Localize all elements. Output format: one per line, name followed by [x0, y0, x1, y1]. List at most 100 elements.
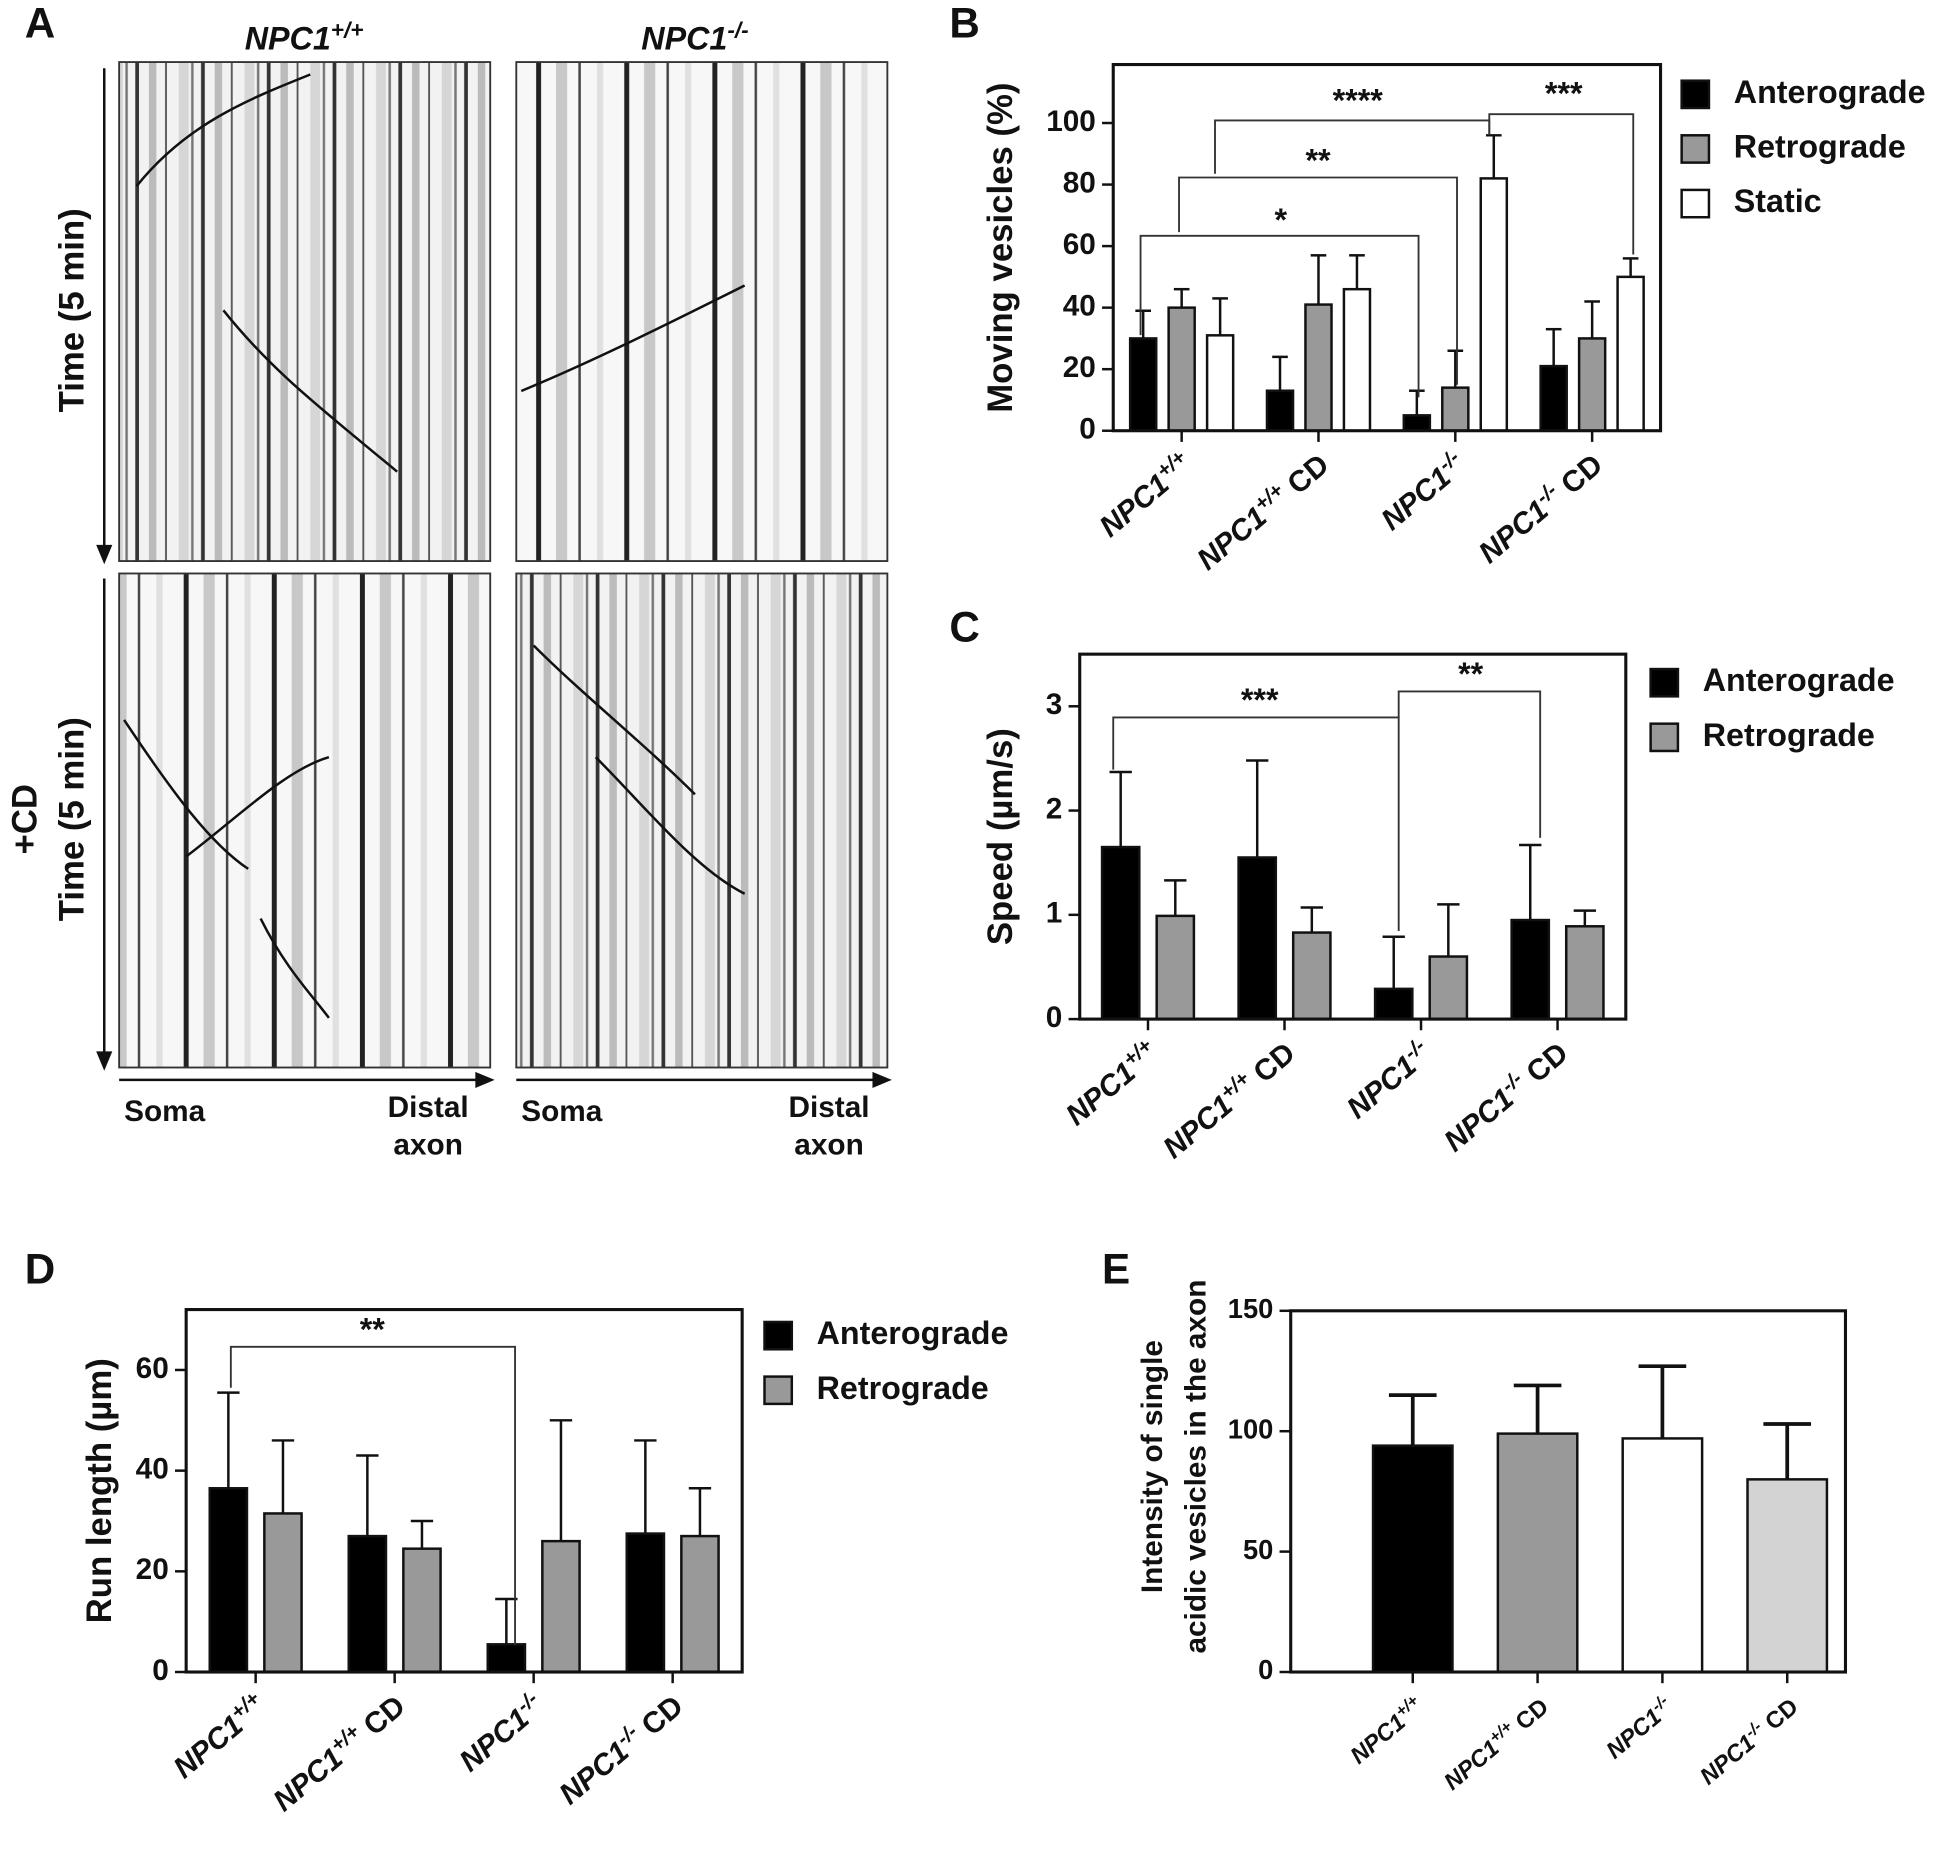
x-axis-end: axon	[393, 1128, 462, 1161]
legend-label: Anterograde	[1734, 74, 1926, 110]
significance-label: *	[1275, 202, 1288, 238]
legend-swatch	[1680, 188, 1711, 219]
bar	[208, 1487, 249, 1674]
legend-label: Anterograde	[817, 1315, 1009, 1351]
column-title: NPC1+/+	[245, 17, 364, 57]
legend-swatch	[1680, 134, 1711, 164]
bar	[1304, 303, 1333, 432]
bar	[1746, 1478, 1829, 1674]
significance-label: **	[1305, 142, 1331, 178]
bar	[1128, 337, 1158, 432]
legend-label: Retrograde	[1734, 128, 1906, 164]
legend-swatch	[1649, 667, 1680, 698]
legend-label: Retrograde	[817, 1370, 989, 1406]
kymograph-image	[515, 572, 889, 1069]
panel-label: C	[949, 604, 979, 651]
y-tick-label: 1	[1046, 897, 1063, 930]
bar	[1100, 845, 1141, 1021]
legend-label: Anterograde	[1703, 662, 1895, 698]
bar	[1342, 287, 1372, 432]
kymograph-panel: A NPC1+/+ NPC1-/- Time (5 min) +CD Time …	[6, 0, 892, 1161]
significance-bracket	[229, 1345, 516, 1645]
significance-bracket	[1112, 716, 1400, 931]
row-label: Time (5 min)	[54, 717, 92, 921]
bar	[1510, 918, 1551, 1021]
x-tick-label: NPC1-/- CD	[551, 1687, 690, 1812]
x-tick-label: NPC1-/-	[1600, 1691, 1678, 1763]
legend-label: Retrograde	[1703, 717, 1875, 753]
y-tick-label: 60	[1063, 228, 1096, 261]
panel-label: D	[25, 1245, 55, 1292]
bar	[1496, 1432, 1579, 1674]
x-tick-label: NPC1-/-	[1339, 1034, 1438, 1126]
bar	[680, 1534, 720, 1674]
y-tick-label: 150	[1228, 1293, 1274, 1324]
bar	[1539, 364, 1568, 432]
bar	[402, 1547, 442, 1674]
kymograph-image	[118, 61, 492, 562]
y-tick-label: 2	[1046, 792, 1063, 825]
y-tick-label: 20	[1063, 351, 1096, 384]
legend-label: Static	[1734, 183, 1822, 219]
legend-swatch	[763, 1375, 794, 1406]
x-tick-label: NPC1+/+ CD	[1155, 1034, 1302, 1165]
y-tick-label: 0	[152, 1654, 169, 1687]
bar	[347, 1534, 388, 1674]
x-axis-start: Soma	[521, 1095, 602, 1128]
chart: E 0 50 100 150 Intensity of single acidic vesi…	[1102, 1245, 1848, 1795]
y-axis-label: Intensity of single	[1136, 1340, 1169, 1593]
y-axis-label: Run length (µm)	[81, 1358, 119, 1623]
x-tick-label: NPC1-/- CD	[1470, 445, 1609, 570]
plot-frame	[184, 1308, 744, 1674]
bar	[1205, 334, 1235, 432]
legend-swatch	[1649, 722, 1680, 753]
bar	[541, 1539, 581, 1674]
bar	[1441, 386, 1470, 432]
x-tick-label: NPC1-/- CD	[1436, 1034, 1575, 1159]
x-tick-label: NPC1-/-	[1373, 445, 1472, 537]
bar	[1616, 275, 1645, 432]
bar	[1373, 987, 1414, 1021]
x-tick-label: NPC1+/+ CD	[265, 1687, 412, 1818]
legend-swatch	[763, 1320, 794, 1351]
x-axis-end: Distal	[388, 1091, 469, 1124]
plot-frame	[1078, 652, 1628, 1021]
plot-frame	[1289, 1309, 1848, 1674]
x-tick-label: NPC1+/+ CD	[1438, 1692, 1554, 1795]
bar	[1564, 925, 1605, 1021]
chart: D 0 20 40 60 Run length (µm) NPC1+/+NPC1+/+ CD…	[25, 1245, 1009, 1818]
axis-arrows	[96, 68, 892, 1088]
panel-label: B	[949, 0, 979, 46]
bar	[625, 1532, 666, 1674]
x-tick-label: NPC1+/+	[165, 1687, 272, 1785]
bar	[1291, 931, 1332, 1021]
y-axis-label: acidic vesicles in the axon	[1179, 1280, 1212, 1654]
bar	[1371, 1444, 1454, 1674]
significance-bracket	[1139, 234, 1420, 398]
x-tick-label: NPC1-/- CD	[1694, 1692, 1803, 1790]
bar	[1621, 1437, 1704, 1674]
y-tick-label: 20	[136, 1553, 169, 1586]
bar	[1167, 306, 1196, 432]
y-axis-label: Speed (µm/s)	[982, 728, 1020, 945]
kymograph-image	[118, 572, 492, 1069]
x-tick-label: NPC1+/+ CD	[1189, 445, 1336, 576]
x-tick-label: NPC1+/+	[1344, 1691, 1429, 1768]
bar	[1479, 177, 1509, 432]
treatment-label: +CD	[6, 784, 44, 854]
chart: C 0 1 2 3 Speed (µm/s) NPC1+/+NPC1+/+ CD NPC1-/…	[949, 604, 1894, 1165]
bar	[486, 1643, 527, 1674]
bar	[1428, 955, 1469, 1021]
kymograph-traces	[123, 73, 746, 1019]
bar	[1577, 337, 1607, 432]
significance-label: ****	[1333, 83, 1384, 119]
y-tick-label: 0	[1258, 1654, 1273, 1685]
significance-label: ***	[1545, 75, 1583, 111]
significance-bracket	[1178, 176, 1458, 385]
y-tick-label: 50	[1243, 1534, 1273, 1565]
bar	[1237, 856, 1278, 1021]
y-tick-label: 0	[1079, 413, 1096, 446]
y-tick-label: 40	[1063, 289, 1096, 322]
